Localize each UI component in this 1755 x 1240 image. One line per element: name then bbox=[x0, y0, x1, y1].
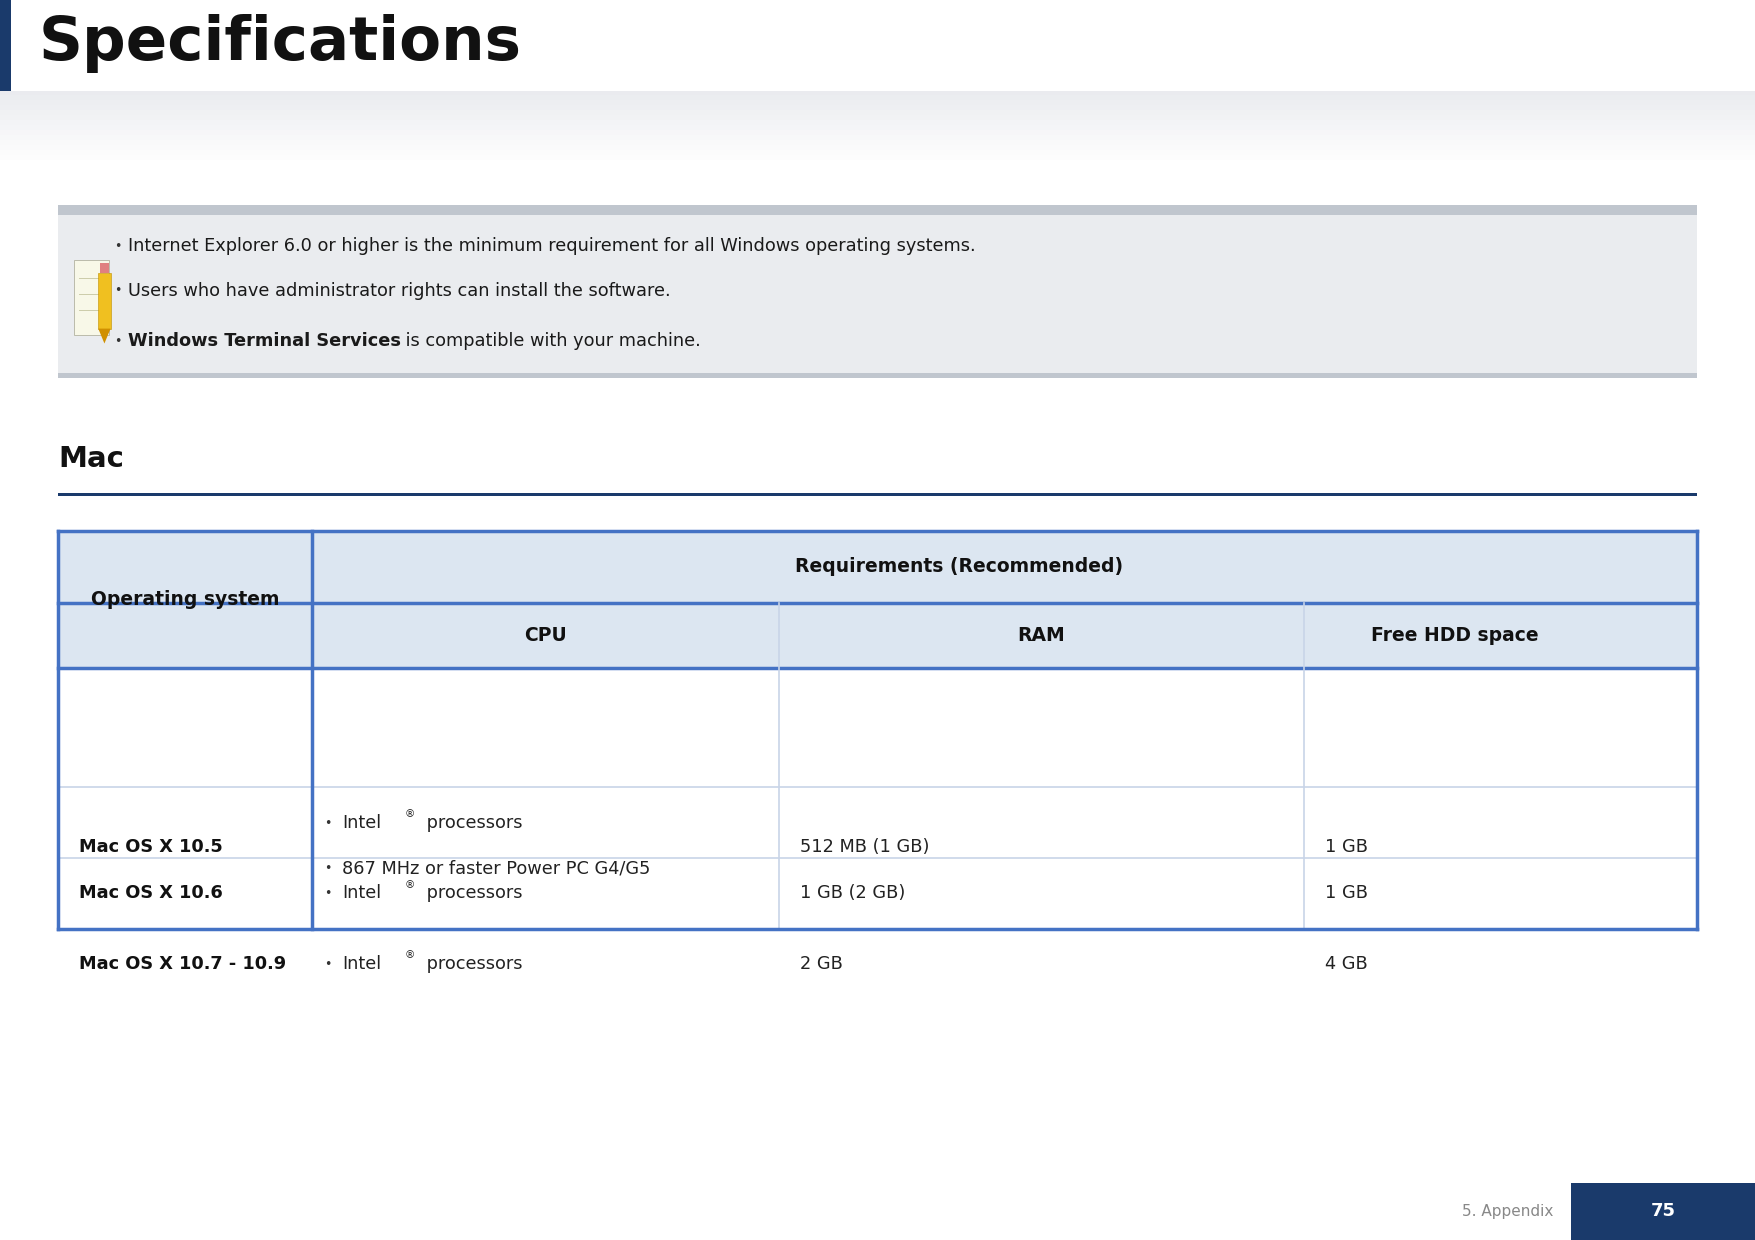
Text: Windows Terminal Services: Windows Terminal Services bbox=[128, 332, 402, 351]
Bar bbox=[0, 100, 1755, 105]
Text: Specifications: Specifications bbox=[39, 14, 521, 73]
Text: 512 MB (1 GB): 512 MB (1 GB) bbox=[800, 838, 930, 856]
Text: ®: ® bbox=[405, 810, 416, 820]
Text: CPU: CPU bbox=[525, 626, 567, 645]
Text: 1 GB (2 GB): 1 GB (2 GB) bbox=[800, 884, 906, 903]
Bar bbox=[0, 140, 1755, 145]
Text: Internet Explorer 6.0 or higher is the minimum requirement for all Windows opera: Internet Explorer 6.0 or higher is the m… bbox=[128, 237, 976, 255]
Bar bbox=[58, 205, 1697, 215]
Text: Requirements (Recommended): Requirements (Recommended) bbox=[795, 557, 1123, 577]
Text: Mac OS X 10.5: Mac OS X 10.5 bbox=[79, 838, 223, 856]
Text: 2 GB: 2 GB bbox=[800, 955, 842, 973]
Text: 4 GB: 4 GB bbox=[1325, 955, 1367, 973]
Text: RAM: RAM bbox=[1018, 626, 1065, 645]
Text: •: • bbox=[325, 862, 332, 875]
Bar bbox=[58, 215, 1697, 373]
Text: 867 MHz or faster Power PC G4/G5: 867 MHz or faster Power PC G4/G5 bbox=[342, 859, 649, 878]
Text: ®: ® bbox=[405, 879, 416, 890]
Text: •: • bbox=[114, 239, 121, 253]
Bar bbox=[58, 494, 1697, 496]
Bar bbox=[0, 130, 1755, 135]
Text: processors: processors bbox=[421, 955, 523, 973]
Bar bbox=[0, 155, 1755, 160]
Text: 1 GB: 1 GB bbox=[1325, 884, 1367, 903]
Text: Mac OS X 10.7 - 10.9: Mac OS X 10.7 - 10.9 bbox=[79, 955, 286, 973]
Text: Intel: Intel bbox=[342, 884, 381, 903]
Text: processors: processors bbox=[421, 815, 523, 832]
Bar bbox=[0, 110, 1755, 115]
Text: 5. Appendix: 5. Appendix bbox=[1462, 1204, 1553, 1219]
Text: processors: processors bbox=[421, 884, 523, 903]
Bar bbox=[0, 1183, 1755, 1240]
Text: Intel: Intel bbox=[342, 815, 381, 832]
Text: •: • bbox=[325, 957, 332, 971]
Text: Mac: Mac bbox=[58, 445, 125, 472]
Bar bbox=[58, 858, 1697, 929]
Bar bbox=[74, 260, 109, 335]
Text: •: • bbox=[114, 335, 121, 348]
Bar bbox=[0, 0, 11, 91]
Bar bbox=[58, 787, 1697, 858]
Text: Operating system: Operating system bbox=[91, 590, 279, 609]
Bar bbox=[0, 91, 1755, 95]
Text: Free HDD space: Free HDD space bbox=[1371, 626, 1539, 645]
Bar bbox=[58, 531, 1697, 603]
Text: 75: 75 bbox=[1650, 1203, 1676, 1220]
Text: •: • bbox=[325, 887, 332, 900]
Bar bbox=[0, 150, 1755, 155]
Bar bbox=[0, 105, 1755, 110]
Bar bbox=[0, 120, 1755, 125]
Bar bbox=[0, 145, 1755, 150]
Bar bbox=[0, 115, 1755, 120]
Polygon shape bbox=[98, 329, 111, 343]
Text: ®: ® bbox=[405, 950, 416, 961]
Bar bbox=[0, 125, 1755, 130]
Bar bbox=[58, 603, 1697, 668]
Bar bbox=[0, 95, 1755, 100]
Text: 1 GB: 1 GB bbox=[1325, 838, 1367, 856]
Bar bbox=[98, 273, 111, 329]
Text: is compatible with your machine.: is compatible with your machine. bbox=[400, 332, 700, 351]
Text: •: • bbox=[325, 817, 332, 830]
Text: Users who have administrator rights can install the software.: Users who have administrator rights can … bbox=[128, 281, 670, 300]
Bar bbox=[0, 135, 1755, 140]
Bar bbox=[0, 0, 1755, 91]
Text: Mac OS X 10.6: Mac OS X 10.6 bbox=[79, 884, 223, 903]
Text: •: • bbox=[114, 284, 121, 298]
Bar bbox=[58, 668, 1697, 787]
Bar bbox=[100, 263, 109, 273]
Bar bbox=[58, 373, 1697, 378]
Text: Intel: Intel bbox=[342, 955, 381, 973]
Bar bbox=[1571, 1183, 1755, 1240]
